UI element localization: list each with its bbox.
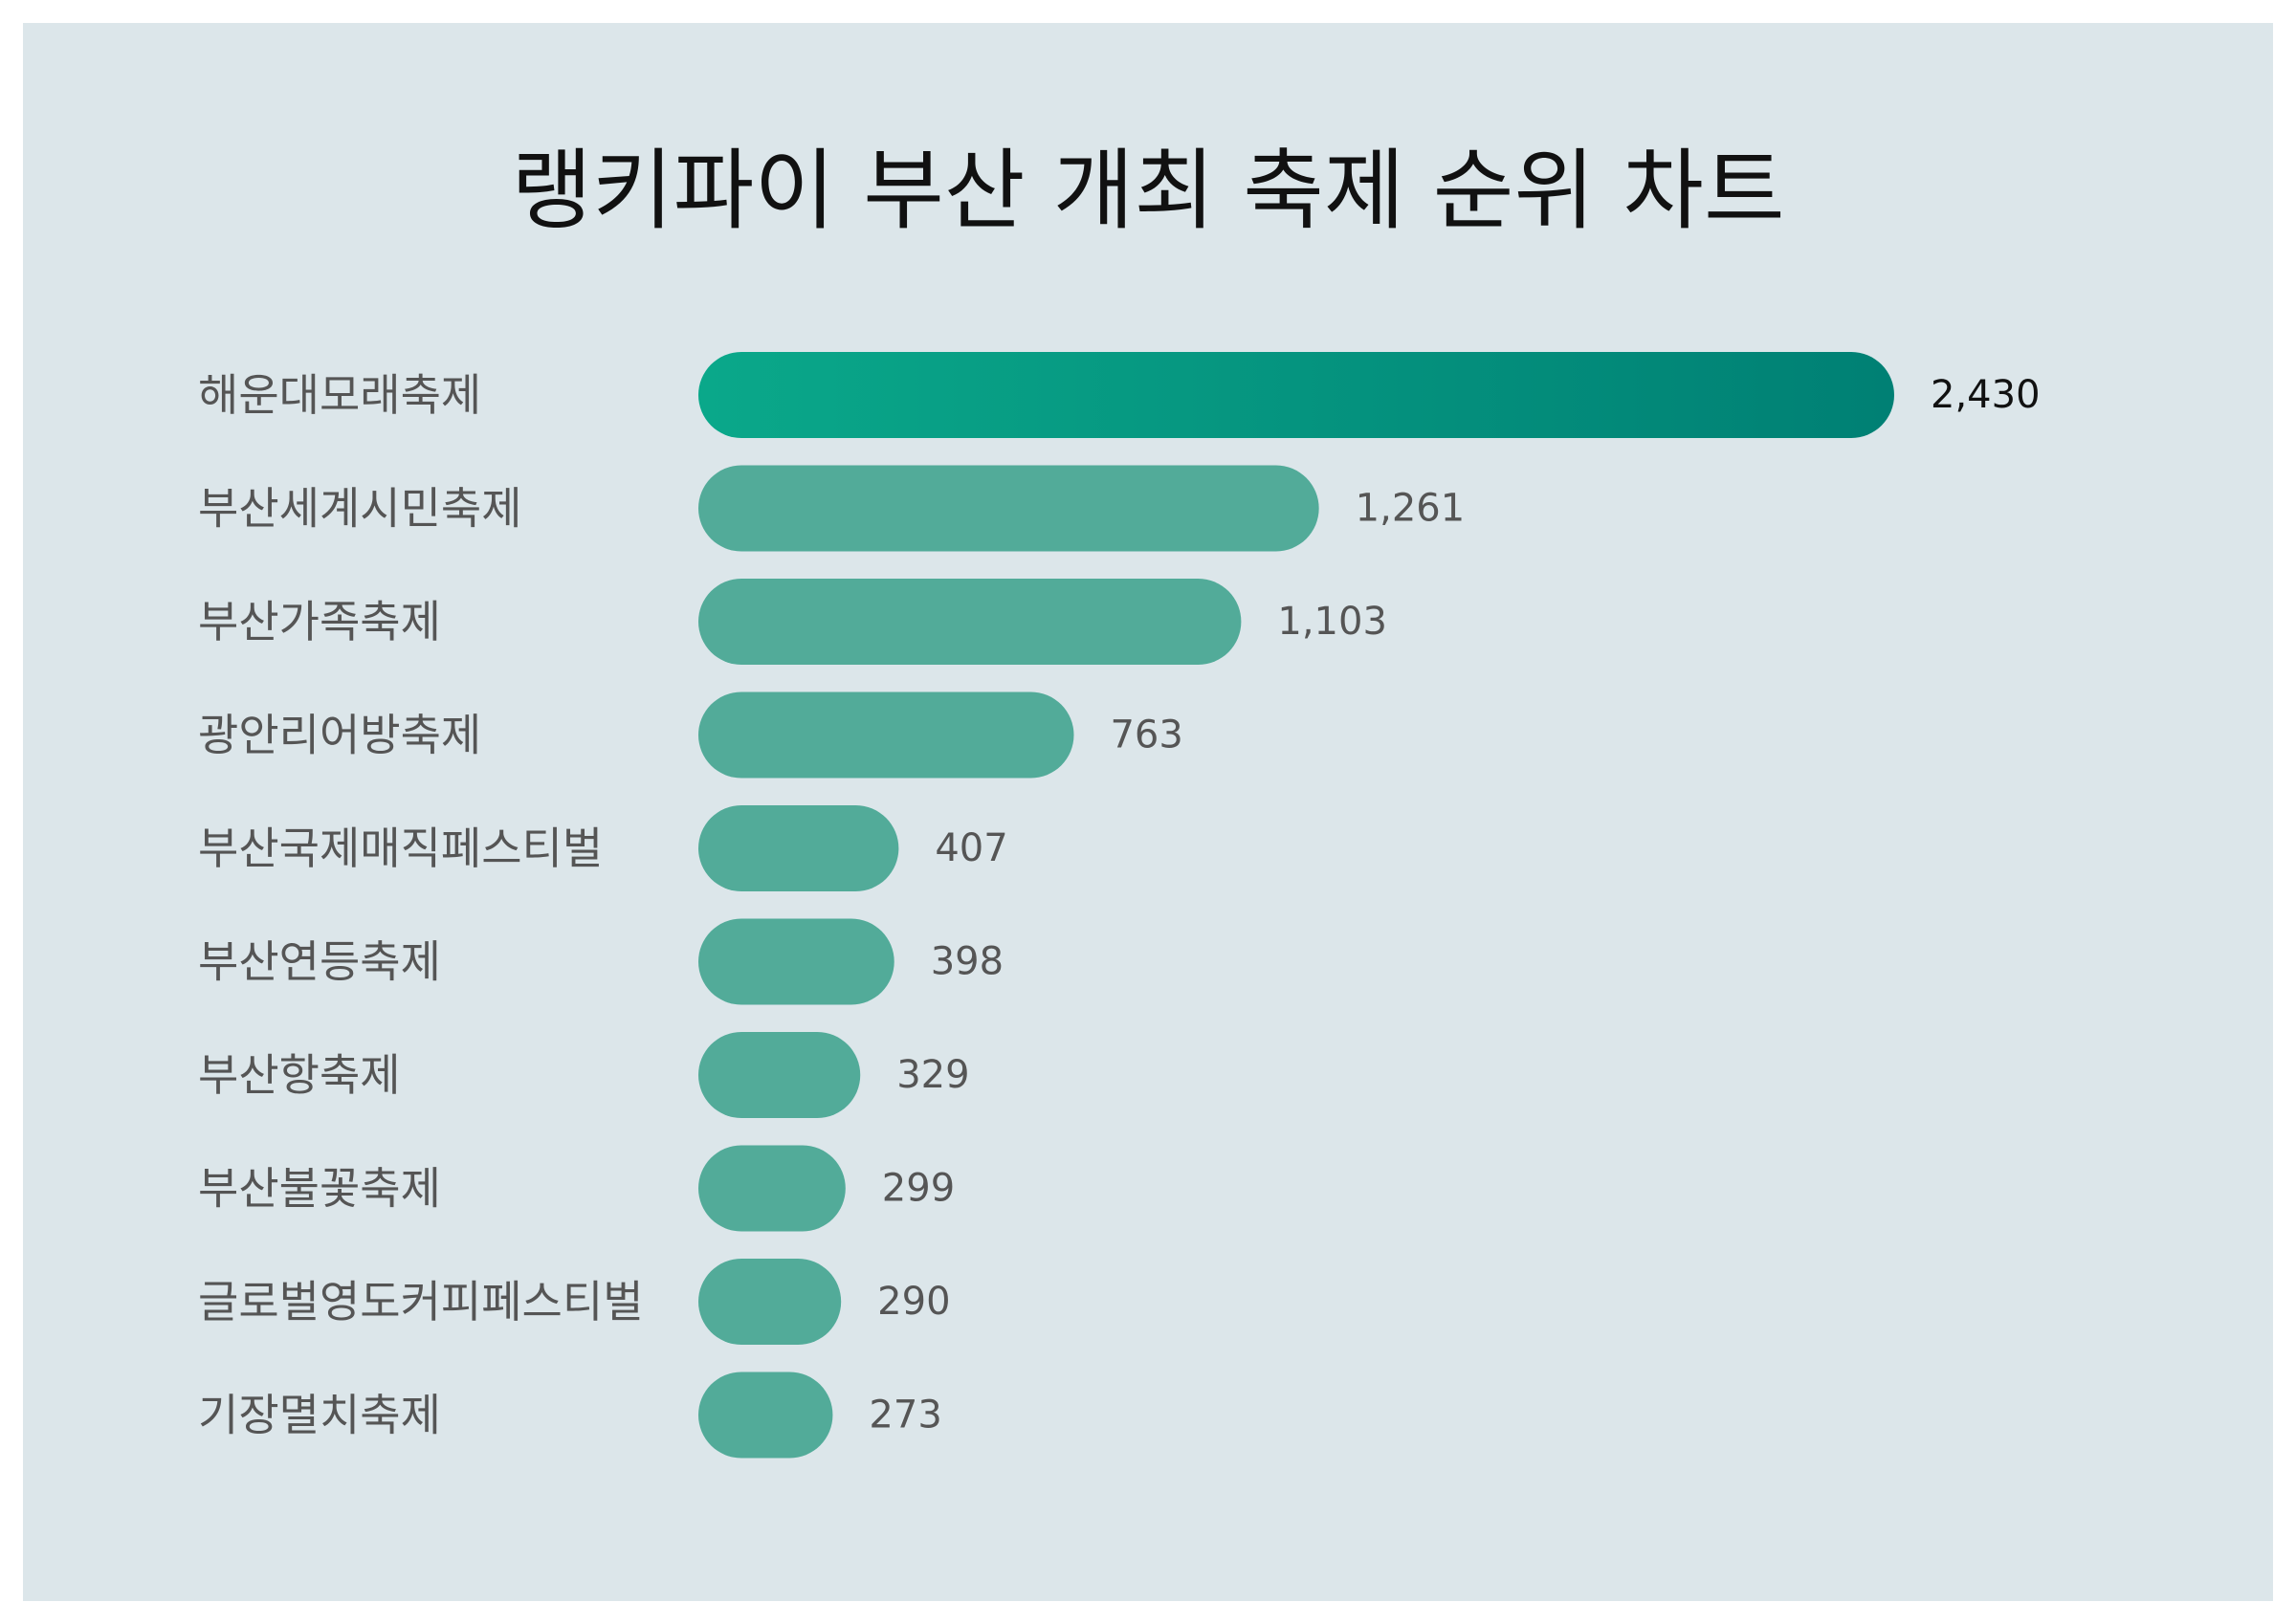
bar [698,465,1319,552]
category-label: 부산불꽃축제 [198,1163,441,1215]
bar [698,1032,861,1118]
bar [698,1372,833,1459]
chart-background [23,23,2273,1601]
chart-title: 랭키파이 부산 개최 축제 순위 차트 [511,140,1785,242]
value-label: 273 [869,1394,941,1437]
category-label: 부산가족축제 [198,596,441,647]
value-label: 290 [877,1280,950,1324]
category-label: 부산항축제 [198,1049,401,1101]
bar [698,352,1894,438]
bars-group: 해운대모래축제 2,430 부산세계시민축제 1,261 부산가족축제 1,103 광안리어… [198,352,2041,1459]
bar [698,1145,846,1232]
value-label: 398 [931,940,1004,984]
bar [698,691,1074,779]
category-label: 부산연등축제 [198,936,441,988]
category-label: 부산국제매직페스티벌 [198,823,603,874]
value-label: 2,430 [1931,373,2041,417]
value-label: 329 [896,1053,969,1097]
value-label: 763 [1110,713,1182,757]
value-label: 407 [935,826,1007,870]
value-label: 1,103 [1277,600,1387,644]
category-label: 광안리어방축제 [198,710,481,761]
bar [698,579,1242,665]
bar [698,1259,842,1345]
value-label: 1,261 [1356,487,1466,531]
category-label: 부산세계시민축제 [198,483,522,535]
category-label: 기장멸치축제 [198,1390,441,1441]
value-label: 299 [882,1167,955,1211]
category-label: 글로벌영도커피페스티벌 [198,1276,644,1328]
bar [698,918,894,1005]
category-label: 해운대모래축제 [198,369,481,421]
bar [698,805,899,891]
